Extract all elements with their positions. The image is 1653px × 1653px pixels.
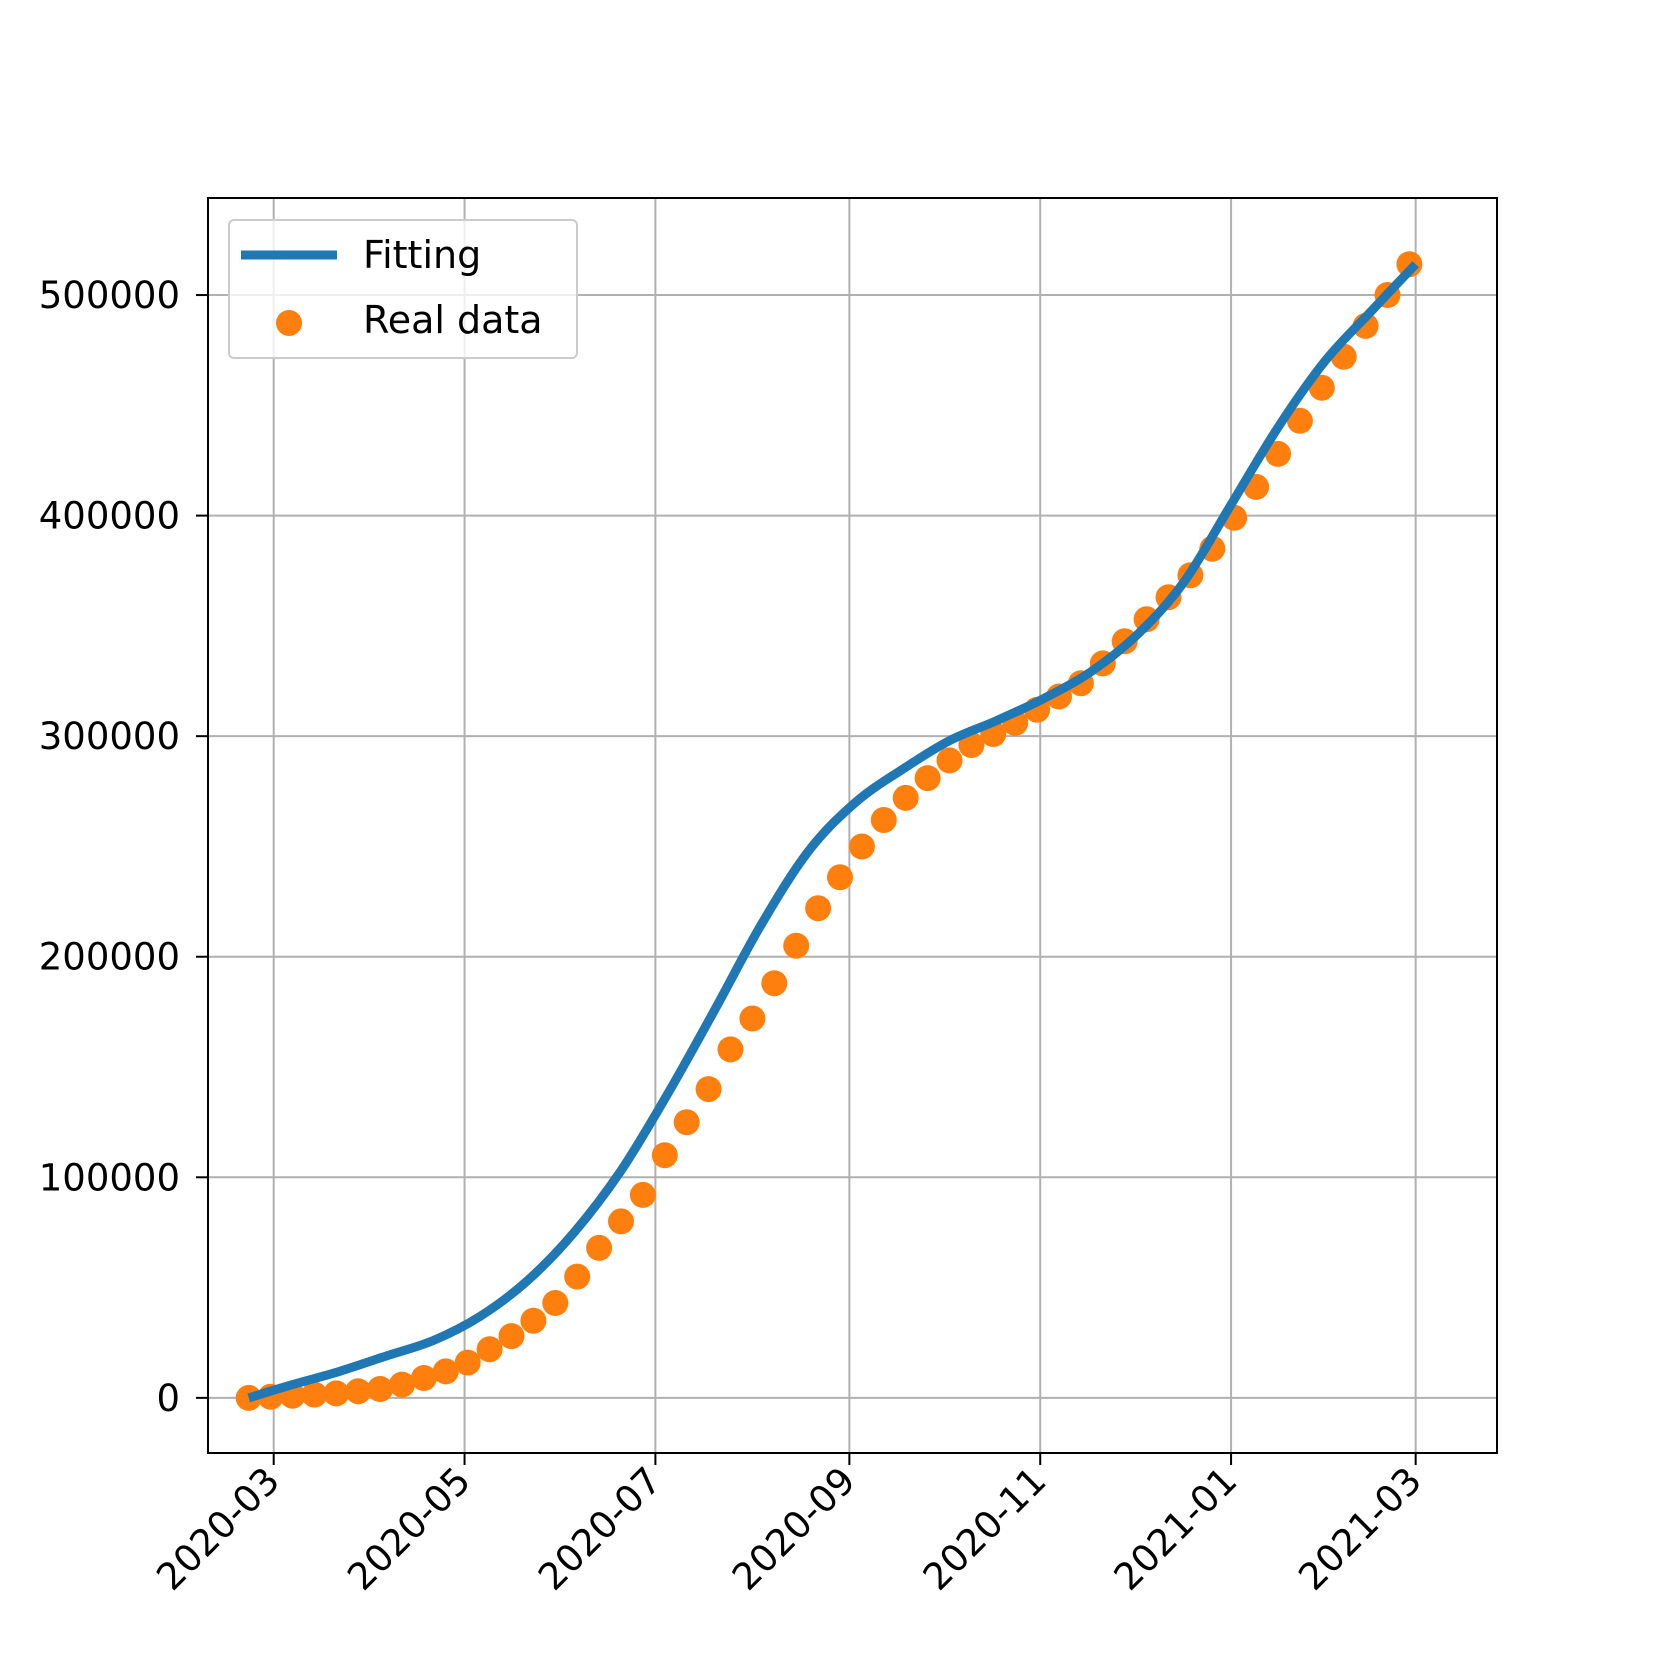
series-fitting <box>247 261 1419 1403</box>
real-data-point <box>389 1371 415 1398</box>
real-data-point <box>1396 251 1423 278</box>
real-data-point <box>323 1380 350 1407</box>
real-data-point <box>345 1378 372 1405</box>
legend-label-real-data: Real data <box>363 298 543 342</box>
real-data-point <box>848 833 875 860</box>
real-data-point <box>608 1208 634 1235</box>
y-tick-label: 300000 <box>39 715 180 758</box>
real-data-point <box>958 732 985 758</box>
real-data-point <box>454 1349 481 1376</box>
real-data-point <box>1265 440 1291 467</box>
real-data-point <box>432 1358 459 1385</box>
real-data-point <box>1308 374 1335 401</box>
plot-area-background <box>208 198 1497 1453</box>
real-data-point <box>936 747 963 774</box>
real-data-point <box>783 932 810 959</box>
real-data-point <box>870 807 897 833</box>
real-data-point <box>739 1005 766 1032</box>
real-data-point <box>586 1234 613 1261</box>
real-data-point <box>827 864 853 891</box>
fitting-line <box>247 261 1419 1403</box>
real-data-point <box>301 1381 328 1408</box>
y-tick-label: 100000 <box>39 1156 180 1199</box>
real-data-point <box>673 1109 700 1136</box>
real-data-point <box>476 1336 503 1363</box>
real-data-point <box>564 1263 591 1290</box>
legend-label-fitting: Fitting <box>363 233 481 277</box>
y-tick-label: 0 <box>156 1377 180 1420</box>
real-data-point <box>410 1365 437 1391</box>
legend-swatch-real-data <box>276 310 302 336</box>
plot-frame <box>207 197 1498 1454</box>
y-tick-label: 400000 <box>39 495 180 538</box>
real-data-point <box>892 784 919 811</box>
real-data-point <box>520 1307 547 1334</box>
real-data-point <box>651 1142 678 1169</box>
real-data-point <box>629 1181 656 1208</box>
y-tick-label: 500000 <box>39 274 180 317</box>
real-data-point <box>695 1076 722 1103</box>
real-data-point <box>367 1376 394 1402</box>
real-data-point <box>542 1290 569 1316</box>
legend: Fitting Real data <box>228 219 578 359</box>
real-data-point <box>761 970 788 997</box>
y-tick-label: 200000 <box>39 936 180 979</box>
real-data-point <box>914 765 941 792</box>
real-data-point <box>498 1323 525 1350</box>
real-data-point <box>1286 407 1313 434</box>
real-data-point <box>805 895 832 922</box>
y-axis: 0 100000 200000 300000 400000 500000 <box>39 274 208 1420</box>
real-data-point <box>717 1036 744 1063</box>
